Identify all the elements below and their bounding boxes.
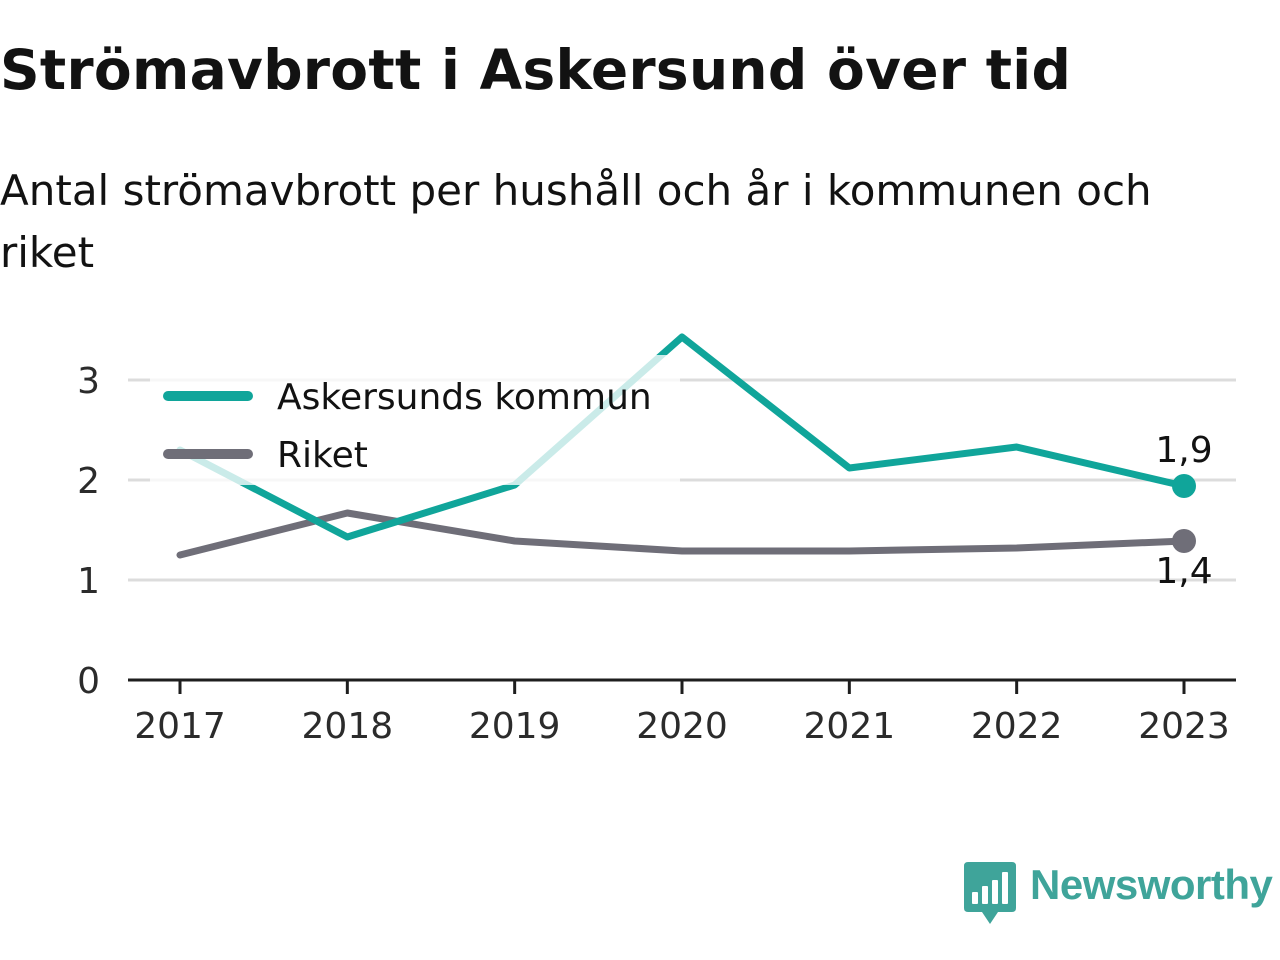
y-tick-label: 2 [77, 461, 100, 502]
x-tick-label: 2020 [636, 706, 728, 747]
end-label-riket: 1,4 [1155, 551, 1212, 592]
x-tick-label: 2018 [302, 706, 394, 747]
legend-background [150, 355, 680, 485]
series-lines [176, 333, 1196, 559]
legend-label: Riket [277, 435, 368, 476]
y-axis-tick-labels: 0 1 2 3 [77, 361, 100, 702]
y-tick-label: 3 [77, 361, 100, 402]
newsworthy-logo: Newsworthy [964, 861, 1273, 928]
x-tick-label: 2022 [971, 706, 1063, 747]
end-value-labels: 1,9 1,4 [1155, 430, 1212, 592]
legend-label: Askersunds kommun [277, 377, 652, 418]
x-tick-label: 2021 [804, 706, 896, 747]
bar-chart-speech-bubble-icon [964, 862, 1016, 924]
y-tick-label: 1 [77, 561, 100, 602]
chart-subtitle: Antal strömavbrott per hushåll och år i … [0, 166, 1152, 277]
x-axis: 2017 2018 2019 2020 2021 2022 2023 [128, 678, 1236, 747]
data-point-riket [1172, 529, 1196, 553]
data-point-askersund [1172, 474, 1196, 498]
end-label-askersund: 1,9 [1155, 430, 1212, 471]
x-tick-label: 2019 [469, 706, 561, 747]
legend: Askersunds kommun Riket [150, 355, 680, 485]
series-line-riket [176, 509, 1188, 559]
x-tick-label: 2017 [134, 706, 226, 747]
y-tick-label: 0 [77, 661, 100, 702]
logo-text: Newsworthy [1030, 861, 1273, 908]
x-tick-label: 2023 [1138, 706, 1230, 747]
chart-title: Strömavbrott i Askersund över tid [0, 38, 1072, 102]
